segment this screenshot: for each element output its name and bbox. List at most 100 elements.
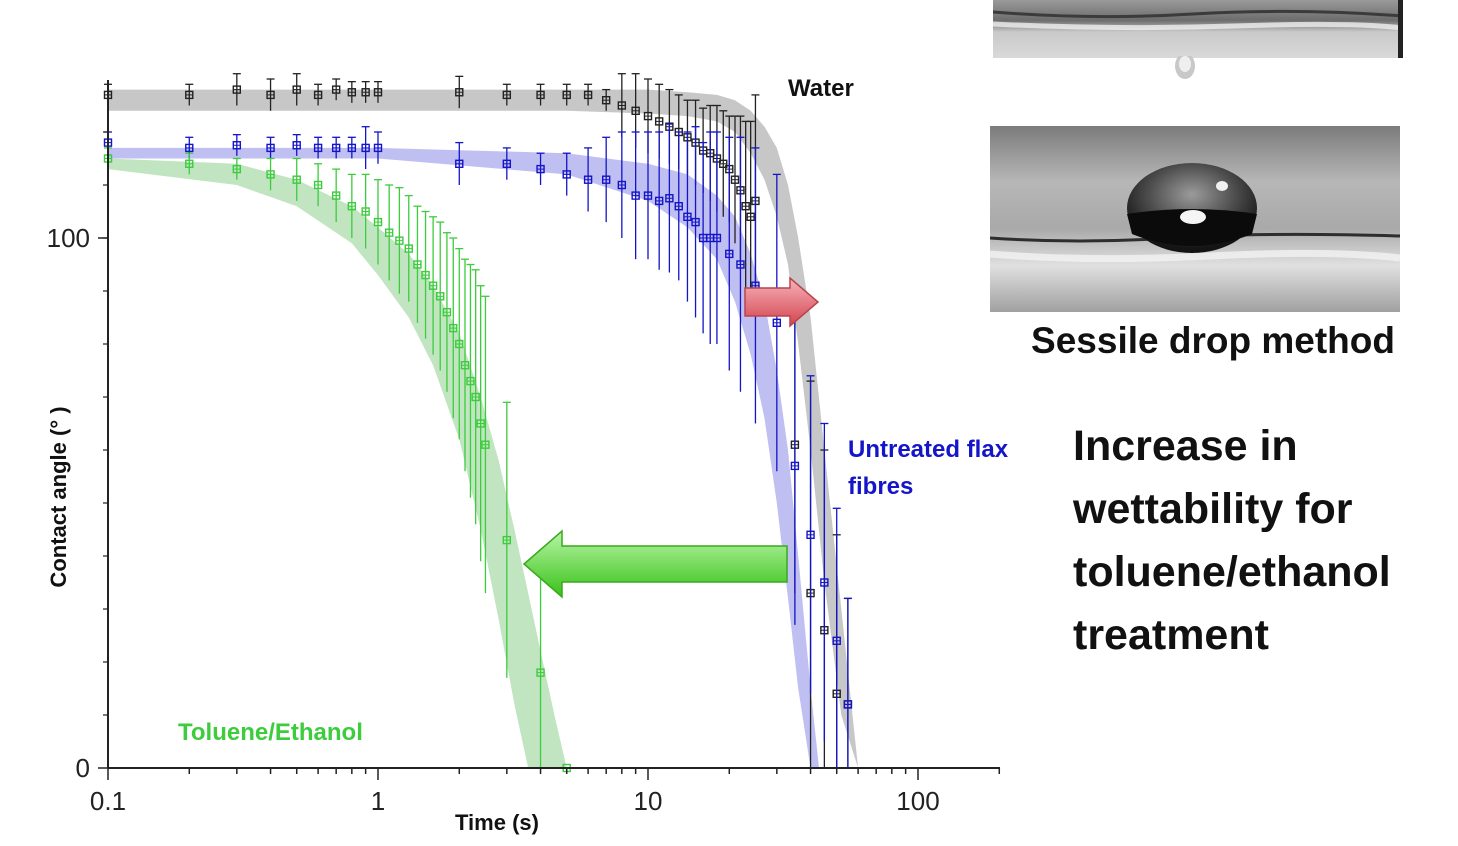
data-point	[347, 81, 357, 103]
data-point	[185, 83, 194, 106]
data-point	[361, 173, 370, 249]
data-point	[643, 131, 653, 260]
water-label: Water	[788, 75, 854, 102]
data-point	[691, 126, 700, 318]
data-point	[266, 136, 275, 159]
data-point	[712, 131, 722, 344]
data-point	[373, 179, 383, 265]
data-point	[232, 133, 242, 156]
data-point	[292, 73, 301, 106]
data-point	[820, 422, 829, 742]
data-point	[455, 247, 464, 440]
data-point	[683, 131, 692, 302]
data-point	[373, 81, 383, 103]
data-point	[674, 131, 683, 281]
data-point	[331, 168, 341, 223]
note-line: treatment	[1073, 611, 1269, 659]
data-point	[476, 285, 485, 562]
data-point	[746, 120, 755, 313]
y-axis-title: Contact angle (° )	[46, 406, 71, 587]
data-point	[347, 136, 357, 159]
data-point	[185, 152, 194, 175]
data-point	[698, 141, 708, 334]
data-point	[806, 375, 815, 694]
y-tick-label: 100	[47, 223, 90, 253]
data-point	[436, 221, 445, 371]
data-point	[442, 232, 452, 392]
fit-band-2	[108, 158, 567, 768]
chart-axes: 0.1 1 10 100 0 100	[47, 80, 1001, 816]
x-axis-title: Time (s)	[455, 810, 539, 835]
y-tick-label: 0	[76, 753, 90, 783]
data-point	[232, 73, 242, 106]
note-line: wettability for	[1073, 485, 1353, 533]
data-point	[466, 263, 475, 498]
untreated-label-line2: fibres	[848, 473, 913, 500]
data-point	[583, 147, 593, 212]
data-point	[373, 131, 383, 164]
data-point	[313, 163, 323, 207]
data-point	[361, 81, 370, 103]
x-tick-label: 0.1	[90, 786, 126, 816]
data-point	[266, 78, 275, 111]
data-point	[428, 216, 438, 355]
untreated-label-line1: Untreated flax	[848, 436, 1009, 463]
data-point	[601, 136, 611, 223]
data-point	[313, 136, 323, 159]
data-point	[843, 597, 853, 768]
data-point	[460, 258, 470, 472]
data-point	[583, 83, 593, 106]
method-caption: Sessile drop method	[1031, 320, 1395, 361]
data-point	[562, 83, 571, 106]
data-point	[331, 136, 341, 159]
data-point	[413, 205, 422, 323]
note-line: toluene/ethanol	[1073, 548, 1391, 596]
droplet-tip	[1175, 56, 1195, 79]
data-point	[654, 131, 664, 270]
data-point	[536, 83, 545, 106]
shift-left-arrow	[522, 529, 788, 599]
data-point	[185, 136, 194, 159]
data-point	[772, 173, 782, 472]
data-point	[736, 136, 745, 392]
data-point	[471, 269, 480, 525]
data-point	[331, 78, 341, 101]
data-point	[719, 110, 728, 217]
note-line: Increase in	[1073, 422, 1298, 470]
data-point	[617, 73, 627, 138]
data-point	[502, 83, 512, 106]
data-point	[313, 83, 323, 106]
data-point	[562, 152, 571, 196]
x-tick-label: 100	[896, 786, 939, 816]
data-point	[421, 210, 430, 339]
data-point	[617, 131, 627, 238]
data-point	[404, 194, 413, 302]
x-tick-label: 10	[634, 786, 663, 816]
toluene-label: Toluene/Ethanol	[178, 719, 363, 746]
data-point	[292, 157, 301, 201]
sessile-drop-photo	[990, 126, 1400, 312]
droplet-photo-top	[993, 0, 1403, 58]
data-point	[347, 173, 357, 238]
data-point	[725, 136, 734, 371]
data-point	[481, 295, 490, 594]
data-point	[536, 152, 545, 185]
data-point	[449, 237, 458, 419]
data-point	[455, 141, 464, 185]
data-point	[832, 507, 841, 768]
data-point	[266, 157, 275, 191]
shift-right-arrow	[744, 276, 820, 328]
data-point	[292, 133, 301, 156]
data-point	[232, 157, 242, 180]
data-point	[395, 186, 404, 294]
data-point	[361, 126, 370, 170]
x-tick-label: 1	[371, 786, 385, 816]
data-point	[455, 75, 464, 109]
data-point	[384, 184, 394, 281]
conclusion-note: Increase in wettability for toluene/etha…	[1073, 415, 1453, 667]
data-point	[502, 401, 512, 678]
data-point	[665, 123, 674, 273]
data-point	[502, 147, 512, 180]
data-point	[601, 88, 611, 111]
